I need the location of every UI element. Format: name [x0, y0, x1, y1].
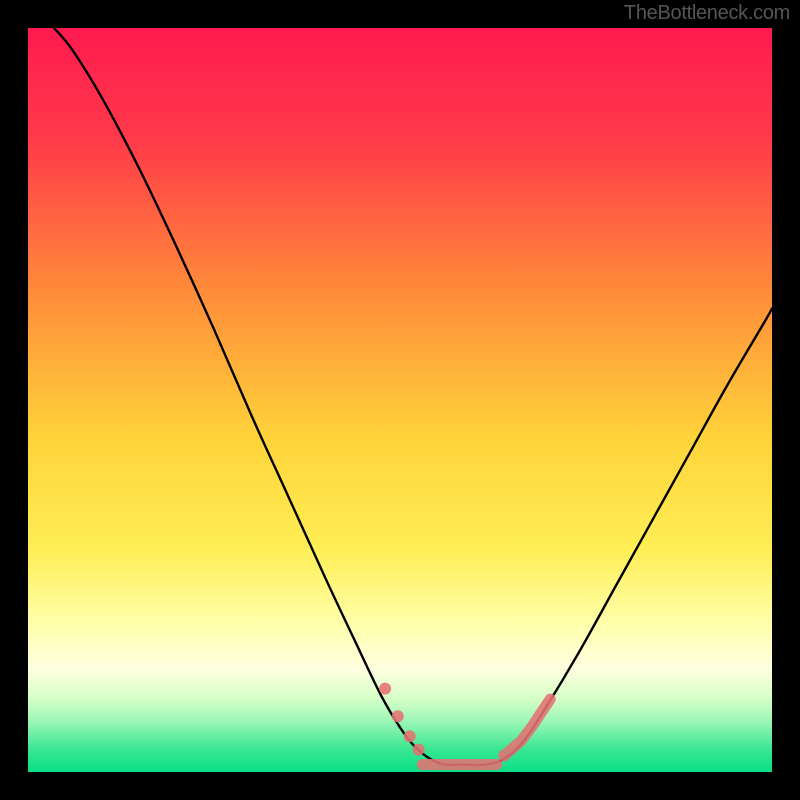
- gradient-background: [28, 28, 772, 772]
- left-dot-1: [392, 710, 404, 722]
- outer-frame: TheBottleneck.com: [0, 0, 800, 800]
- bottleneck-chart: [28, 28, 772, 772]
- watermark-text: TheBottleneck.com: [624, 2, 790, 25]
- left-dot-2: [404, 730, 416, 742]
- left-dot-3: [413, 744, 425, 756]
- left-dot-0: [379, 683, 391, 695]
- right-start-dot: [498, 750, 510, 762]
